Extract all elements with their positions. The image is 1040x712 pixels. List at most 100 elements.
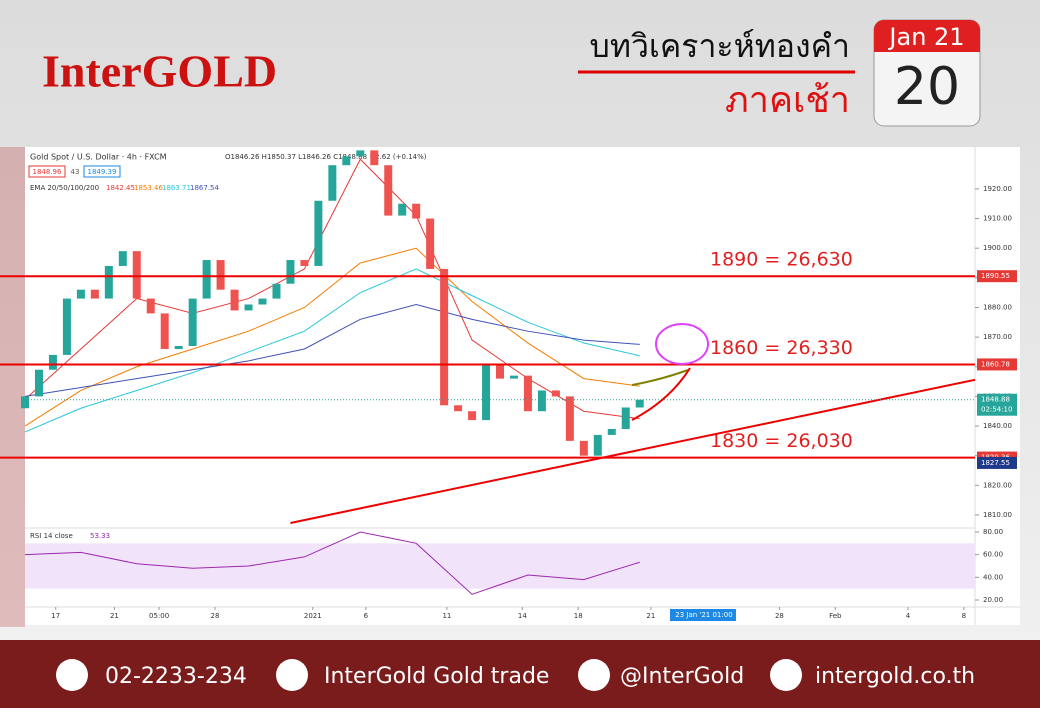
ohlc: O1846.26 H1850.37 L1846.26 C1848.88 +2.6… [225, 153, 427, 161]
ema-line [24, 158, 640, 420]
spread: 43 [71, 168, 80, 176]
y-tick-label: 1920.00 [983, 185, 1012, 193]
candle [286, 260, 295, 284]
candle [300, 260, 309, 266]
candle [593, 434, 602, 456]
countdown: 02:54:10 [981, 406, 1012, 414]
level-tag-text: 1890.55 [981, 272, 1010, 280]
calendar-top [874, 20, 980, 52]
ask-box [83, 165, 121, 178]
candle [635, 399, 644, 408]
ema-line [24, 247, 640, 427]
rsi-last: 53.33 [90, 532, 110, 540]
x-tick-label: 11 [442, 612, 451, 620]
candle [244, 304, 253, 311]
calendar-month: Jan 21 [887, 23, 964, 51]
x-tick-label: 4 [906, 612, 911, 620]
candle [104, 265, 113, 299]
candle [48, 354, 57, 370]
facebook-icon [276, 659, 308, 691]
ema-legend: 1863.71 [162, 184, 191, 192]
candle [398, 203, 407, 216]
candle [202, 260, 211, 299]
ema-legend: 1853.46 [134, 184, 163, 192]
x-tick-label: 05:00 [149, 612, 169, 620]
ema-legend: 1867.54 [190, 184, 219, 192]
y-tick-label: 1880.00 [983, 303, 1012, 311]
y-tick-label: 1810.00 [983, 511, 1012, 519]
candle [482, 363, 491, 421]
candle [468, 411, 477, 421]
candle [132, 251, 141, 299]
candle [258, 298, 267, 305]
candle [21, 396, 29, 409]
candle [537, 390, 546, 412]
cursor-label: 23 Jan '21 01:00 [675, 611, 732, 619]
subtitle: ภาคเช้า [725, 80, 850, 121]
website: intergold.co.th [815, 664, 975, 689]
candle [328, 165, 337, 201]
candle [76, 289, 85, 299]
level-label: 1830 = 26,030 [710, 430, 853, 452]
ema-legend: 1842.45 [106, 184, 135, 192]
candle [551, 390, 560, 397]
candle [426, 218, 435, 269]
rsi-tick-label: 80.00 [983, 528, 1003, 536]
x-tick-label: 21 [646, 612, 655, 620]
low-tag-text: 1827.55 [981, 459, 1010, 467]
y-tick-label: 1910.00 [983, 215, 1012, 223]
candle [118, 251, 127, 266]
y-tick-label: 1870.00 [983, 333, 1012, 341]
level-label: 1890 = 26,630 [710, 249, 853, 271]
rsi-tick-label: 60.00 [983, 551, 1003, 559]
candle [523, 375, 532, 412]
rsi-line [24, 531, 640, 595]
rsi-tick-label: 40.00 [983, 573, 1003, 581]
candle [370, 150, 379, 166]
current-price-text: 1848.88 [981, 396, 1010, 404]
calendar-day: 20 [894, 57, 960, 117]
web-icon [770, 659, 802, 691]
level-tag [977, 270, 1017, 283]
footer [0, 640, 1040, 708]
level-tag [977, 358, 1017, 371]
candle [356, 150, 365, 157]
candle [440, 268, 449, 406]
candle [621, 407, 630, 429]
x-tick-label: 2021 [304, 612, 322, 620]
low-tag [977, 456, 1017, 469]
x-tick-label: 18 [574, 612, 583, 620]
phone-icon [56, 659, 88, 691]
rsi-label: RSI 14 close [30, 532, 73, 540]
plot: 1810.001820.001830.001840.001850.001860.… [0, 150, 1017, 621]
annotation-circle [655, 323, 709, 365]
current-price-tag [977, 393, 1017, 416]
x-tick-label: 6 [364, 612, 369, 620]
candle [579, 440, 588, 456]
annotation-projection [631, 369, 689, 386]
candle [314, 200, 323, 266]
candle [496, 363, 504, 379]
candle [62, 298, 71, 355]
candle [146, 298, 155, 314]
cursor-box [669, 609, 736, 621]
phone: 02-2233-234 [105, 664, 247, 689]
candle [216, 260, 225, 290]
x-tick-label: Feb [829, 612, 842, 620]
candle [188, 298, 197, 347]
x-tick-label: 8 [962, 612, 966, 620]
candle [384, 165, 393, 216]
candle [174, 346, 183, 349]
x-tick-label: 14 [518, 612, 527, 620]
symbol: Gold Spot / U.S. Dollar · 4h · FXCM [30, 153, 167, 162]
rsi-tick-label: 20.00 [983, 596, 1003, 604]
rsi-band [25, 543, 975, 589]
candle [272, 283, 281, 299]
annotation-projection [631, 367, 691, 421]
candle [454, 405, 463, 412]
title: บทวิเคราะห์ทองคำ [590, 27, 850, 65]
bid: 1848.96 [33, 168, 62, 176]
line-icon [578, 659, 610, 691]
